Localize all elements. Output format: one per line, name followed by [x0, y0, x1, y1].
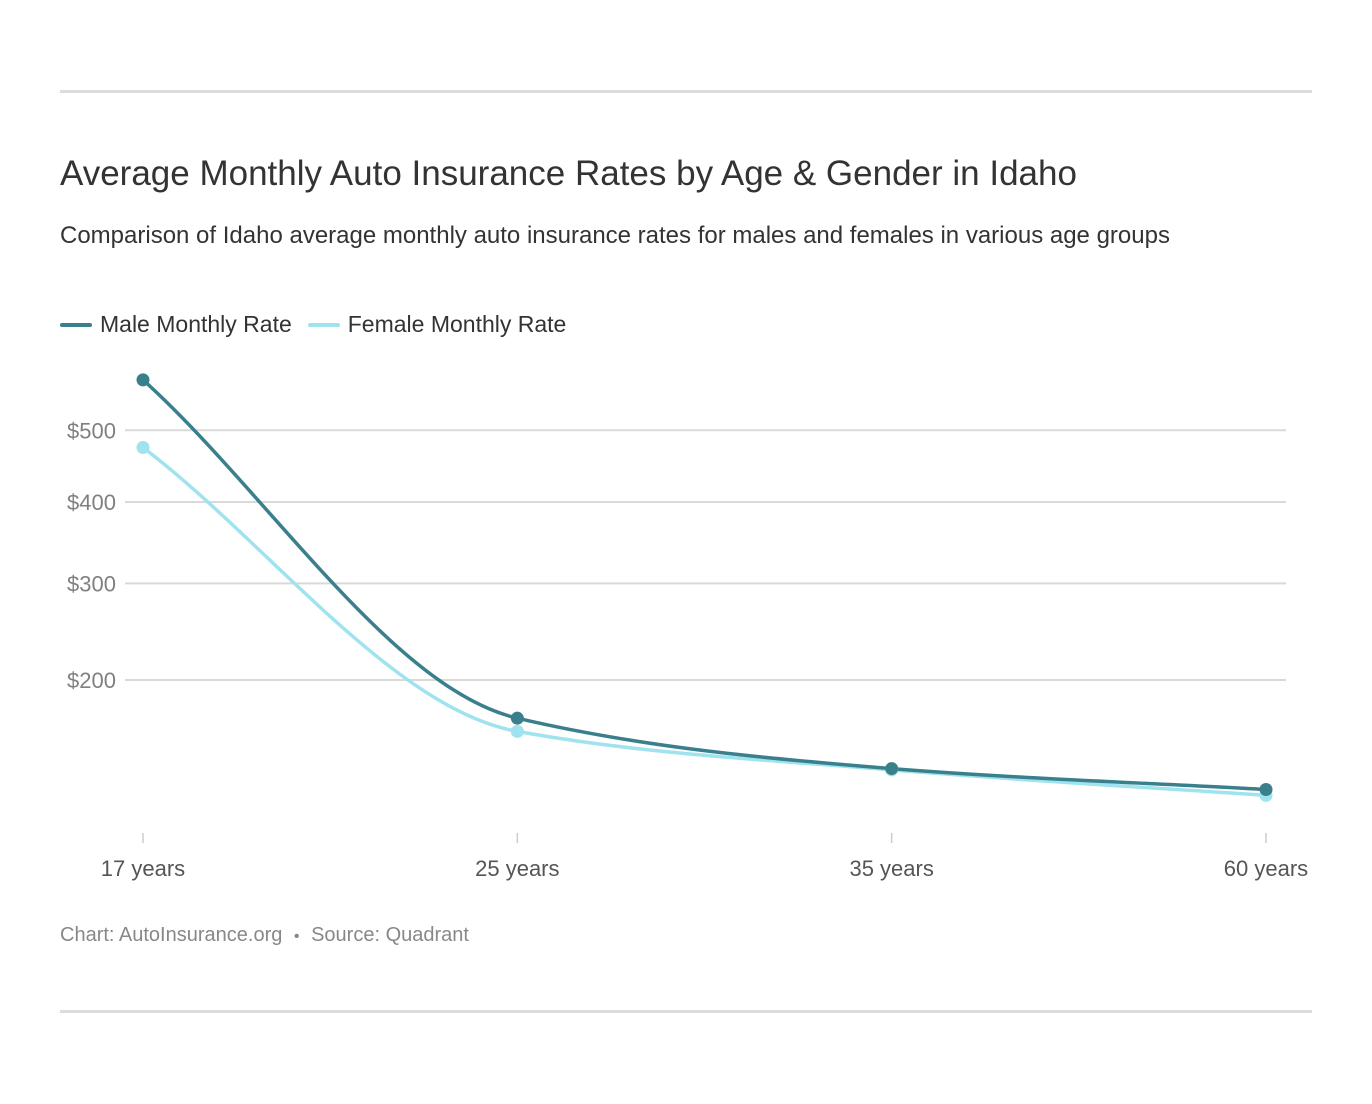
x-tick-label: 17 years [101, 856, 185, 881]
bottom-divider [60, 1010, 1312, 1013]
chart-title: Average Monthly Auto Insurance Rates by … [60, 154, 1077, 193]
legend-label-male: Male Monthly Rate [100, 311, 292, 337]
legend-swatch-male [60, 322, 92, 327]
x-tick-label: 60 years [1224, 856, 1308, 881]
chart-subtitle: Comparison of Idaho average monthly auto… [60, 222, 1170, 249]
legend-item-male[interactable]: Male Monthly Rate [60, 311, 292, 338]
series-points [136, 373, 1273, 802]
y-tick-label: $500 [67, 418, 116, 443]
top-divider [60, 90, 1312, 93]
y-tick-label: $400 [67, 490, 116, 515]
y-tick-label: $200 [67, 668, 116, 693]
legend: Male Monthly Rate Female Monthly Rate [60, 311, 582, 338]
legend-swatch-female [307, 322, 340, 327]
gridlines [125, 429, 1286, 681]
data-point-female [136, 440, 150, 454]
data-point-male [510, 711, 524, 725]
chart-footer: Chart: AutoInsurance.org • Source: Quadr… [60, 924, 469, 947]
data-point-male [885, 762, 899, 776]
x-tick-label: 25 years [475, 856, 559, 881]
footer-separator: • [293, 928, 300, 945]
data-point-male [1259, 783, 1273, 797]
chart-credit: Chart: AutoInsurance.org [60, 924, 283, 946]
series-line-male [141, 378, 1268, 792]
x-axis: 17 years 25 years 35 years 60 years [101, 833, 1308, 881]
x-tick-label: 35 years [849, 856, 933, 881]
series-line-female [141, 445, 1268, 798]
legend-item-female[interactable]: Female Monthly Rate [307, 311, 567, 338]
chart-source: Source: Quadrant [311, 924, 469, 946]
data-point-female [510, 724, 524, 738]
data-point-male [136, 373, 150, 387]
legend-label-female: Female Monthly Rate [347, 311, 567, 337]
y-axis: $200 $300 $400 $500 [67, 418, 116, 693]
y-tick-label: $300 [67, 571, 116, 596]
series-lines [141, 378, 1268, 798]
